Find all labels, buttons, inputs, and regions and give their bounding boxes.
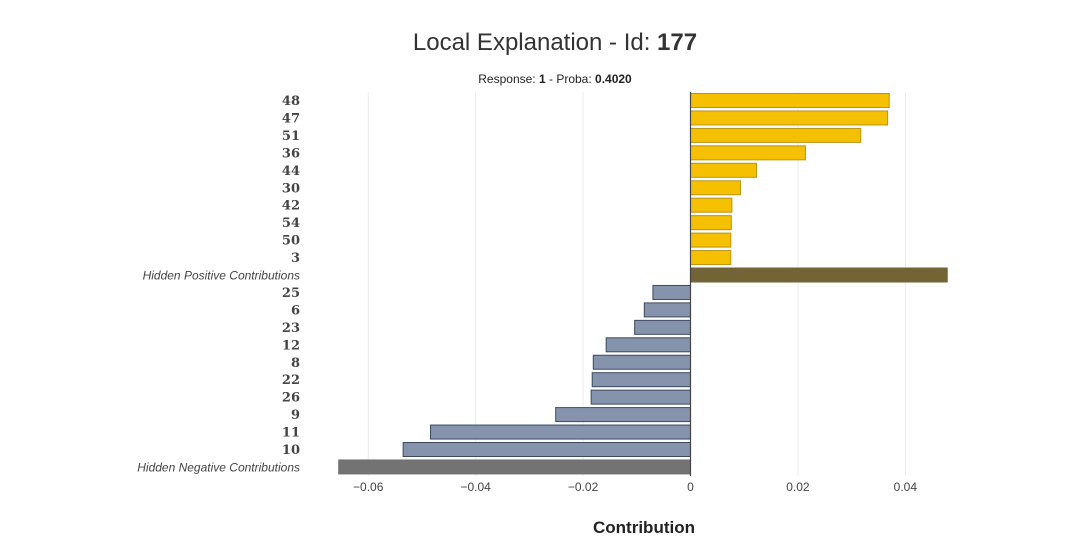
y-tick-label: 47 bbox=[282, 111, 300, 126]
bar-3 bbox=[689, 250, 732, 266]
y-tick-label: Hidden Positive Contributions bbox=[143, 269, 300, 283]
bar-6 bbox=[643, 302, 691, 318]
bar-23 bbox=[634, 319, 691, 335]
y-tick-label: Hidden Negative Contributions bbox=[137, 460, 300, 474]
bar-11 bbox=[430, 424, 691, 440]
proba-value: 0.4020 bbox=[595, 72, 632, 86]
bar-44 bbox=[689, 162, 758, 178]
y-tick-label: 51 bbox=[282, 129, 300, 144]
chart-title-id: 177 bbox=[657, 29, 698, 56]
y-tick-label: 10 bbox=[282, 443, 300, 458]
y-tick-label: 8 bbox=[291, 356, 300, 371]
y-tick-labels: 48 47 51 36 44 30 42 54 50 3 Hidden Positive Contr… bbox=[137, 94, 300, 474]
y-tick-label: 12 bbox=[282, 338, 300, 353]
bar-25 bbox=[652, 284, 691, 300]
y-tick-label: 48 bbox=[282, 94, 300, 109]
y-tick-label: 50 bbox=[282, 234, 300, 249]
grid-lines bbox=[367, 92, 906, 476]
y-tick-label: 22 bbox=[282, 373, 300, 388]
bar-hidden-negative-contributions bbox=[338, 459, 691, 475]
x-axis-title: Contribution bbox=[593, 518, 695, 537]
bar-10 bbox=[402, 442, 691, 457]
bar-8 bbox=[592, 354, 691, 370]
x-tick-label: 0 bbox=[687, 480, 694, 494]
bar-12 bbox=[605, 337, 691, 353]
y-tick-label: 25 bbox=[282, 286, 300, 301]
bar-42 bbox=[689, 197, 733, 213]
bar-47 bbox=[689, 110, 889, 126]
x-tick-labels: −0.06 −0.04 −0.02 0 0.02 0.04 bbox=[353, 480, 917, 494]
bars bbox=[338, 93, 948, 475]
bar-51 bbox=[689, 127, 862, 143]
response-label: Response: bbox=[478, 72, 539, 86]
y-tick-label: 6 bbox=[291, 303, 300, 318]
bar-36 bbox=[689, 145, 806, 161]
y-tick-label: 44 bbox=[282, 164, 300, 179]
y-tick-label: 3 bbox=[291, 251, 300, 266]
response-value: 1 bbox=[538, 72, 546, 86]
y-tick-label: 11 bbox=[282, 426, 300, 441]
bar-30 bbox=[689, 180, 741, 196]
bar-50 bbox=[689, 232, 732, 248]
chart-title: Local Explanation - Id: 177 bbox=[0, 29, 1088, 57]
y-tick-label: 36 bbox=[282, 146, 300, 161]
x-tick-label: −0.04 bbox=[460, 480, 491, 494]
y-tick-label: 54 bbox=[282, 216, 300, 231]
y-tick-label: 26 bbox=[282, 391, 300, 406]
chart-subtitle: Response: 1 - Proba: 0.4020 bbox=[0, 72, 1088, 86]
bar-26 bbox=[590, 389, 691, 405]
bar-48 bbox=[689, 93, 890, 108]
y-tick-label: 42 bbox=[282, 199, 300, 214]
x-tick-label: 0.02 bbox=[786, 480, 810, 494]
x-tick-label: 0.04 bbox=[894, 480, 918, 494]
bar-22 bbox=[591, 372, 691, 388]
y-tick-label: 30 bbox=[282, 181, 300, 196]
x-tick-label: −0.06 bbox=[353, 480, 384, 494]
proba-label: - Proba: bbox=[545, 72, 596, 86]
bar-54 bbox=[689, 215, 732, 231]
y-tick-label: 9 bbox=[291, 408, 300, 423]
y-tick-label: 23 bbox=[282, 321, 300, 336]
x-tick-label: −0.02 bbox=[568, 480, 599, 494]
bar-hidden-positive-contributions bbox=[689, 267, 948, 283]
chart-title-prefix: Local Explanation - Id: bbox=[412, 29, 658, 56]
bar-9 bbox=[555, 407, 691, 423]
